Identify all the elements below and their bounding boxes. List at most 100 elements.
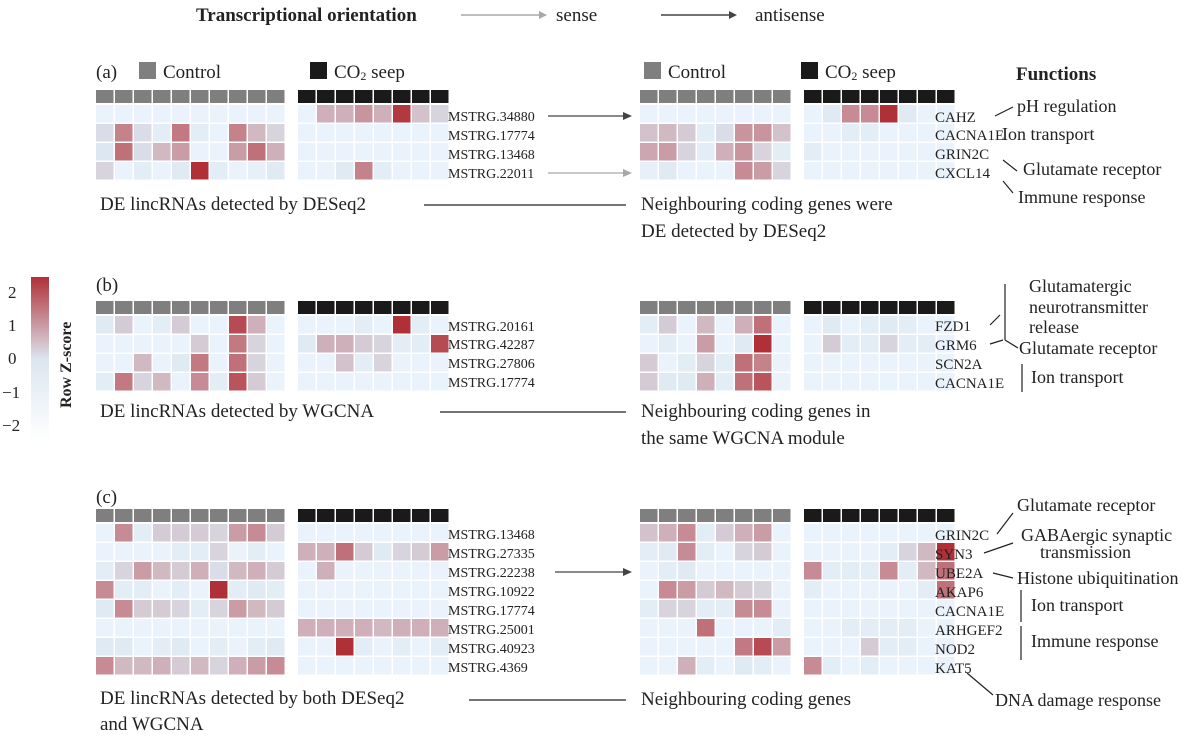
heatmap-cell: [640, 600, 658, 618]
heatmap-cell: [191, 354, 209, 372]
heatmap-cell: [842, 657, 860, 675]
heatmap-cell: [248, 373, 266, 391]
control-sample-header: [115, 301, 133, 314]
heatmap-cell: [153, 543, 171, 561]
heatmap-cell: [431, 638, 449, 656]
seep-sample-header: [880, 509, 898, 522]
heatmap-cell: [678, 543, 696, 561]
heatmap-cell: [640, 162, 658, 180]
lincrna-row-label: MSTRG.27335: [448, 547, 535, 562]
heatmap-cell: [134, 543, 152, 561]
heatmap-cell: [754, 524, 772, 542]
heatmap-cell: [134, 162, 152, 180]
seep-sample-header: [393, 301, 411, 314]
control-sample-header: [735, 509, 753, 522]
heatmap-cell: [640, 619, 658, 637]
heatmap-cell: [431, 354, 449, 372]
control-sample-header: [191, 509, 209, 522]
heatmap-cell: [823, 562, 841, 580]
heatmap-cell: [115, 581, 133, 599]
heatmap-cell: [937, 373, 955, 391]
heatmap-cell: [267, 657, 285, 675]
control-sample-header: [134, 509, 152, 522]
heatmap-cell: [248, 105, 266, 123]
heatmap-cell: [172, 638, 190, 656]
heatmap-cell: [773, 124, 791, 142]
heatmap-cell: [229, 543, 247, 561]
heatmap-cell: [393, 162, 411, 180]
heatmap-cell: [754, 335, 772, 353]
heatmap-cell: [210, 143, 228, 161]
heatmap-cell: [899, 162, 917, 180]
heatmap-cell: [96, 105, 114, 123]
heatmap-cell: [735, 373, 753, 391]
antisense-link-arrowhead: [623, 112, 632, 120]
heatmap-cell: [298, 619, 316, 637]
heatmap-cell: [267, 638, 285, 656]
heatmap-cell: [134, 143, 152, 161]
heatmap-cell: [804, 105, 822, 123]
heatmap-cell: [191, 124, 209, 142]
heatmap-cell: [659, 600, 677, 618]
panel-a-lincrna-heatmap: [96, 90, 449, 180]
heatmap-cell: [861, 524, 879, 542]
heatmap-cell: [248, 581, 266, 599]
control-sample-header: [678, 90, 696, 103]
heatmap-cell: [697, 162, 715, 180]
heatmap-cell: [861, 619, 879, 637]
function-connector: [983, 542, 1014, 554]
control-sample-header: [678, 509, 696, 522]
seep-sample-header: [355, 90, 373, 103]
heatmap-cell: [431, 124, 449, 142]
seep-sample-header: [374, 509, 392, 522]
heatmap-cell: [210, 105, 228, 123]
seep-sample-header: [823, 509, 841, 522]
heatmap-cell: [210, 638, 228, 656]
control-sample-header: [735, 90, 753, 103]
heatmap-cell: [659, 619, 677, 637]
seep-sample-header: [804, 509, 822, 522]
heatmap-cell: [298, 524, 316, 542]
heatmap-cell: [823, 581, 841, 599]
control-sample-header: [96, 301, 114, 314]
heatmap-cell: [842, 543, 860, 561]
heatmap-cell: [267, 524, 285, 542]
heatmap-cell: [134, 354, 152, 372]
heatmap-cell: [336, 124, 354, 142]
heatmap-cell: [842, 124, 860, 142]
heatmap-cell: [937, 105, 955, 123]
gene-row-label: GRM6: [935, 338, 977, 354]
heatmap-cell: [716, 543, 734, 561]
control-sample-header: [115, 90, 133, 103]
heatmap-cell: [191, 316, 209, 334]
heatmap-cell: [115, 638, 133, 656]
heatmap-cell: [697, 638, 715, 656]
heatmap-cell: [96, 524, 114, 542]
control-sample-header: [773, 90, 791, 103]
heatmap-cell: [267, 354, 285, 372]
heatmap-cell: [842, 619, 860, 637]
heatmap-cell: [773, 619, 791, 637]
heatmap-cell: [773, 354, 791, 372]
seep-legend-label-left: CO2 seep: [334, 62, 405, 83]
heatmap-cell: [153, 316, 171, 334]
heatmap-cell: [899, 638, 917, 656]
heatmap-cell: [248, 524, 266, 542]
heatmap-cell: [754, 600, 772, 618]
antisense-link-arrowhead: [623, 568, 632, 576]
heatmap-cell: [880, 373, 898, 391]
gene-row-label: AKAP6: [935, 585, 984, 601]
heatmap-cell: [134, 335, 152, 353]
heatmap-cell: [374, 162, 392, 180]
heatmap-cell: [96, 657, 114, 675]
heatmap-cell: [754, 657, 772, 675]
heatmap-cell: [393, 524, 411, 542]
lincrna-row-label: MSTRG.25001: [448, 623, 535, 638]
heatmap-cell: [773, 600, 791, 618]
heatmap-cell: [336, 354, 354, 372]
heatmap-cell: [754, 619, 772, 637]
heatmap-cell: [412, 657, 430, 675]
heatmap-cell: [697, 543, 715, 561]
heatmap-cell: [823, 543, 841, 561]
heatmap-cell: [172, 354, 190, 372]
